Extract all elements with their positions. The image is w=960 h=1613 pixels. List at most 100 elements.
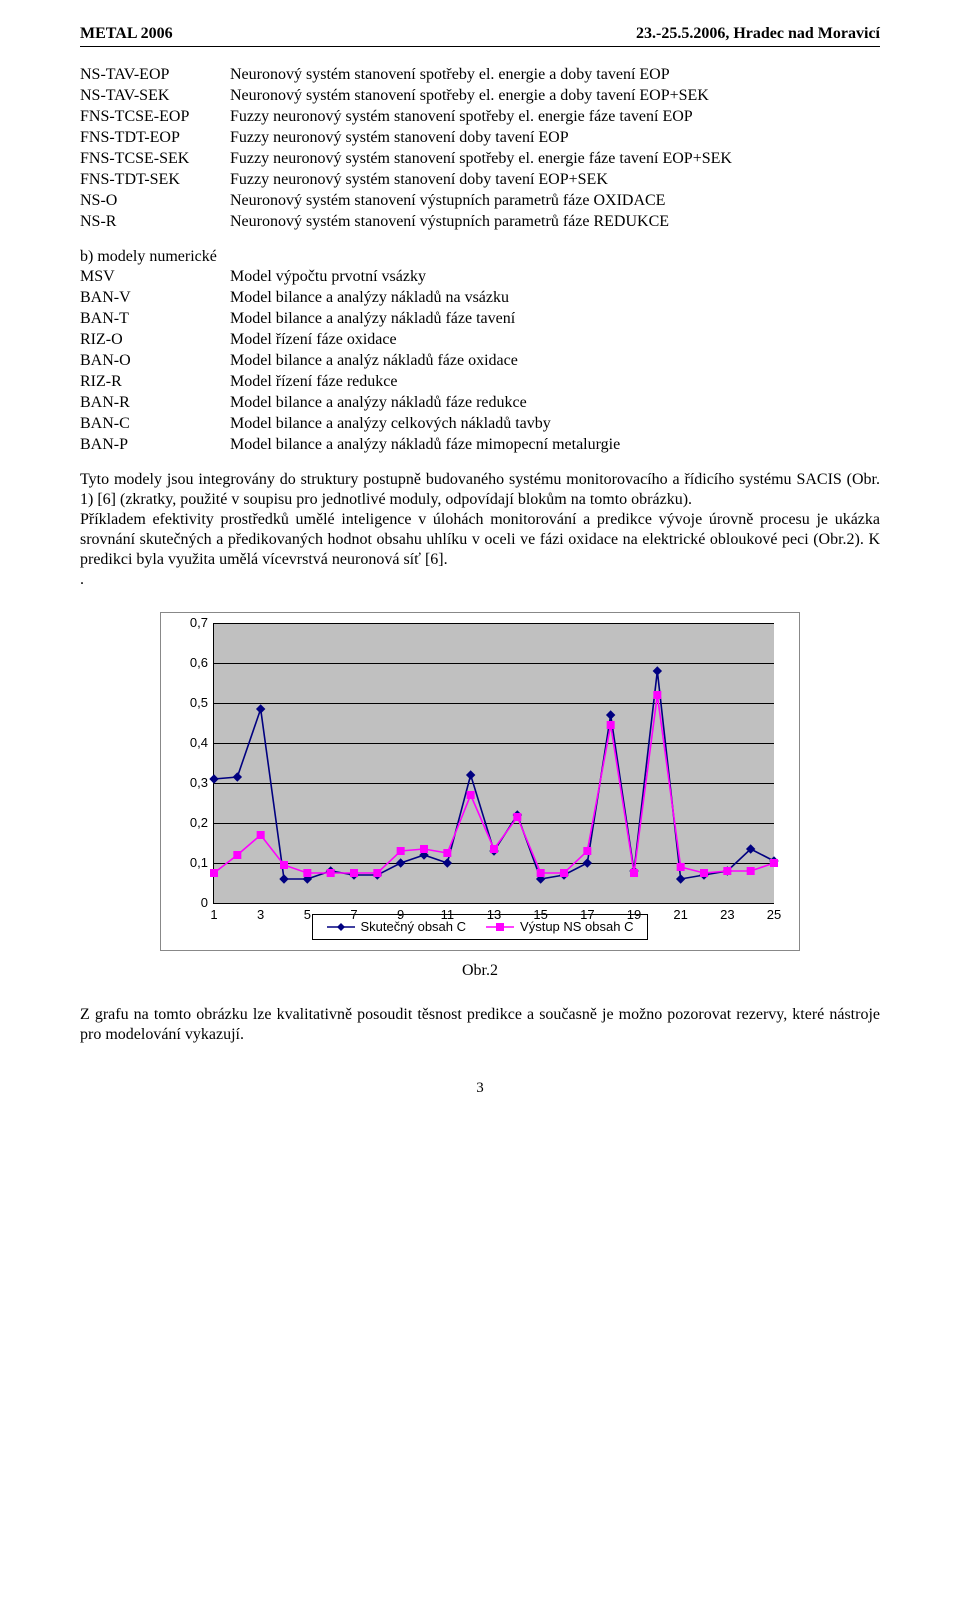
x-axis-label: 13 bbox=[487, 903, 501, 923]
plot-svg bbox=[214, 623, 774, 903]
definition-key: NS-TAV-EOP bbox=[80, 65, 230, 86]
definition-value: Model bilance a analýzy nákladů fáze red… bbox=[230, 393, 880, 414]
series-marker bbox=[443, 859, 451, 867]
x-axis-label: 19 bbox=[627, 903, 641, 923]
definition-value: Model řízení fáze oxidace bbox=[230, 330, 880, 351]
x-axis-label: 25 bbox=[767, 903, 781, 923]
final-paragraph: Z grafu na tomto obrázku lze kvalitativn… bbox=[80, 1005, 880, 1045]
chart-border: 00,10,20,30,40,50,60,7135791113151719212… bbox=[160, 612, 800, 951]
definition-value: Fuzzy neuronový systém stanovení doby ta… bbox=[230, 128, 880, 149]
paragraph-1: Tyto modely jsou integrovány do struktur… bbox=[80, 470, 880, 510]
definition-key: BAN-V bbox=[80, 288, 230, 309]
definition-row: FNS-TCSE-EOPFuzzy neuronový systém stano… bbox=[80, 107, 880, 128]
definition-value: Fuzzy neuronový systém stanovení spotřeb… bbox=[230, 149, 880, 170]
series-marker bbox=[491, 846, 498, 853]
series-marker bbox=[584, 848, 591, 855]
definition-row: BAN-OModel bilance a analýz nákladů fáze… bbox=[80, 351, 880, 372]
series-marker bbox=[677, 875, 685, 883]
x-axis-label: 23 bbox=[720, 903, 734, 923]
definition-key: BAN-T bbox=[80, 309, 230, 330]
lonely-dot: . bbox=[80, 570, 880, 590]
definition-key: BAN-O bbox=[80, 351, 230, 372]
legend: Skutečný obsah CVýstup NS obsah C bbox=[312, 914, 649, 940]
series-marker bbox=[771, 860, 778, 867]
definition-row: MSVModel výpočtu prvotní vsázky bbox=[80, 267, 880, 288]
series-marker bbox=[701, 870, 708, 877]
header-left: METAL 2006 bbox=[80, 24, 173, 44]
figure-caption: Obr.2 bbox=[80, 961, 880, 981]
definition-key: BAN-C bbox=[80, 414, 230, 435]
definitions-b: MSVModel výpočtu prvotní vsázkyBAN-VMode… bbox=[80, 267, 880, 456]
x-axis-label: 3 bbox=[257, 903, 264, 923]
y-axis-label: 0,7 bbox=[190, 615, 214, 631]
series-marker bbox=[281, 862, 288, 869]
definition-row: FNS-TDT-SEKFuzzy neuronový systém stanov… bbox=[80, 170, 880, 191]
definition-value: Neuronový systém stanovení spotřeby el. … bbox=[230, 65, 880, 86]
definition-value: Fuzzy neuronový systém stanovení spotřeb… bbox=[230, 107, 880, 128]
definition-value: Neuronový systém stanovení výstupních pa… bbox=[230, 191, 880, 212]
definition-value: Model řízení fáze redukce bbox=[230, 372, 880, 393]
definition-key: NS-R bbox=[80, 212, 230, 233]
y-axis-label: 0,6 bbox=[190, 655, 214, 671]
definition-row: FNS-TCSE-SEKFuzzy neuronový systém stano… bbox=[80, 149, 880, 170]
series-marker bbox=[607, 722, 614, 729]
x-axis-label: 11 bbox=[441, 903, 455, 923]
series-marker bbox=[233, 773, 241, 781]
definition-value: Model bilance a analýzy nákladů na vsázk… bbox=[230, 288, 880, 309]
definition-value: Neuronový systém stanovení výstupních pa… bbox=[230, 212, 880, 233]
series-marker bbox=[257, 705, 265, 713]
definitions-a: NS-TAV-EOPNeuronový systém stanovení spo… bbox=[80, 65, 880, 233]
definition-value: Model bilance a analýz nákladů fáze oxid… bbox=[230, 351, 880, 372]
y-axis-label: 0,5 bbox=[190, 695, 214, 711]
x-axis-label: 5 bbox=[304, 903, 311, 923]
section-b-label: b) modely numerické bbox=[80, 247, 880, 267]
x-axis-label: 15 bbox=[533, 903, 547, 923]
plot-area: 00,10,20,30,40,50,60,7135791113151719212… bbox=[213, 623, 774, 904]
series-marker bbox=[724, 868, 731, 875]
figure-2-chart: 00,10,20,30,40,50,60,7135791113151719212… bbox=[160, 612, 800, 951]
series-marker bbox=[374, 870, 381, 877]
header-row: METAL 2006 23.-25.5.2006, Hradec nad Mor… bbox=[80, 24, 880, 44]
series-marker bbox=[537, 870, 544, 877]
definition-row: BAN-VModel bilance a analýzy nákladů na … bbox=[80, 288, 880, 309]
header-right: 23.-25.5.2006, Hradec nad Moravicí bbox=[636, 24, 880, 44]
series-marker bbox=[631, 870, 638, 877]
definition-key: FNS-TCSE-EOP bbox=[80, 107, 230, 128]
x-axis-label: 9 bbox=[397, 903, 404, 923]
x-axis-label: 1 bbox=[210, 903, 217, 923]
definition-row: BAN-PModel bilance a analýzy nákladů fáz… bbox=[80, 435, 880, 456]
definition-row: NS-RNeuronový systém stanovení výstupníc… bbox=[80, 212, 880, 233]
definition-row: NS-ONeuronový systém stanovení výstupníc… bbox=[80, 191, 880, 212]
definition-key: NS-O bbox=[80, 191, 230, 212]
series-marker bbox=[747, 868, 754, 875]
paragraph-2: Příkladem efektivity prostředků umělé in… bbox=[80, 510, 880, 570]
series-marker bbox=[280, 875, 288, 883]
definition-key: NS-TAV-SEK bbox=[80, 86, 230, 107]
definition-row: BAN-TModel bilance a analýzy nákladů fáz… bbox=[80, 309, 880, 330]
definition-key: BAN-R bbox=[80, 393, 230, 414]
series-marker bbox=[654, 692, 661, 699]
page-number: 3 bbox=[80, 1079, 880, 1098]
series-marker bbox=[304, 870, 311, 877]
definition-value: Model bilance a analýzy celkových náklad… bbox=[230, 414, 880, 435]
x-axis-label: 21 bbox=[673, 903, 687, 923]
series-marker bbox=[234, 852, 241, 859]
definition-value: Model bilance a analýzy nákladů fáze mim… bbox=[230, 435, 880, 456]
x-axis-label: 17 bbox=[580, 903, 594, 923]
series-marker bbox=[467, 771, 475, 779]
definition-row: BAN-RModel bilance a analýzy nákladů fáz… bbox=[80, 393, 880, 414]
series-marker bbox=[444, 850, 451, 857]
series-marker bbox=[561, 870, 568, 877]
series-marker bbox=[607, 711, 615, 719]
series-marker bbox=[583, 859, 591, 867]
definition-row: NS-TAV-EOPNeuronový systém stanovení spo… bbox=[80, 65, 880, 86]
definition-row: RIZ-OModel řízení fáze oxidace bbox=[80, 330, 880, 351]
series-marker bbox=[397, 848, 404, 855]
series-marker bbox=[467, 792, 474, 799]
definition-key: FNS-TCSE-SEK bbox=[80, 149, 230, 170]
series-marker bbox=[351, 870, 358, 877]
definition-value: Neuronový systém stanovení spotřeby el. … bbox=[230, 86, 880, 107]
y-axis-label: 0,2 bbox=[190, 815, 214, 831]
series-marker bbox=[514, 814, 521, 821]
series-marker bbox=[397, 859, 405, 867]
